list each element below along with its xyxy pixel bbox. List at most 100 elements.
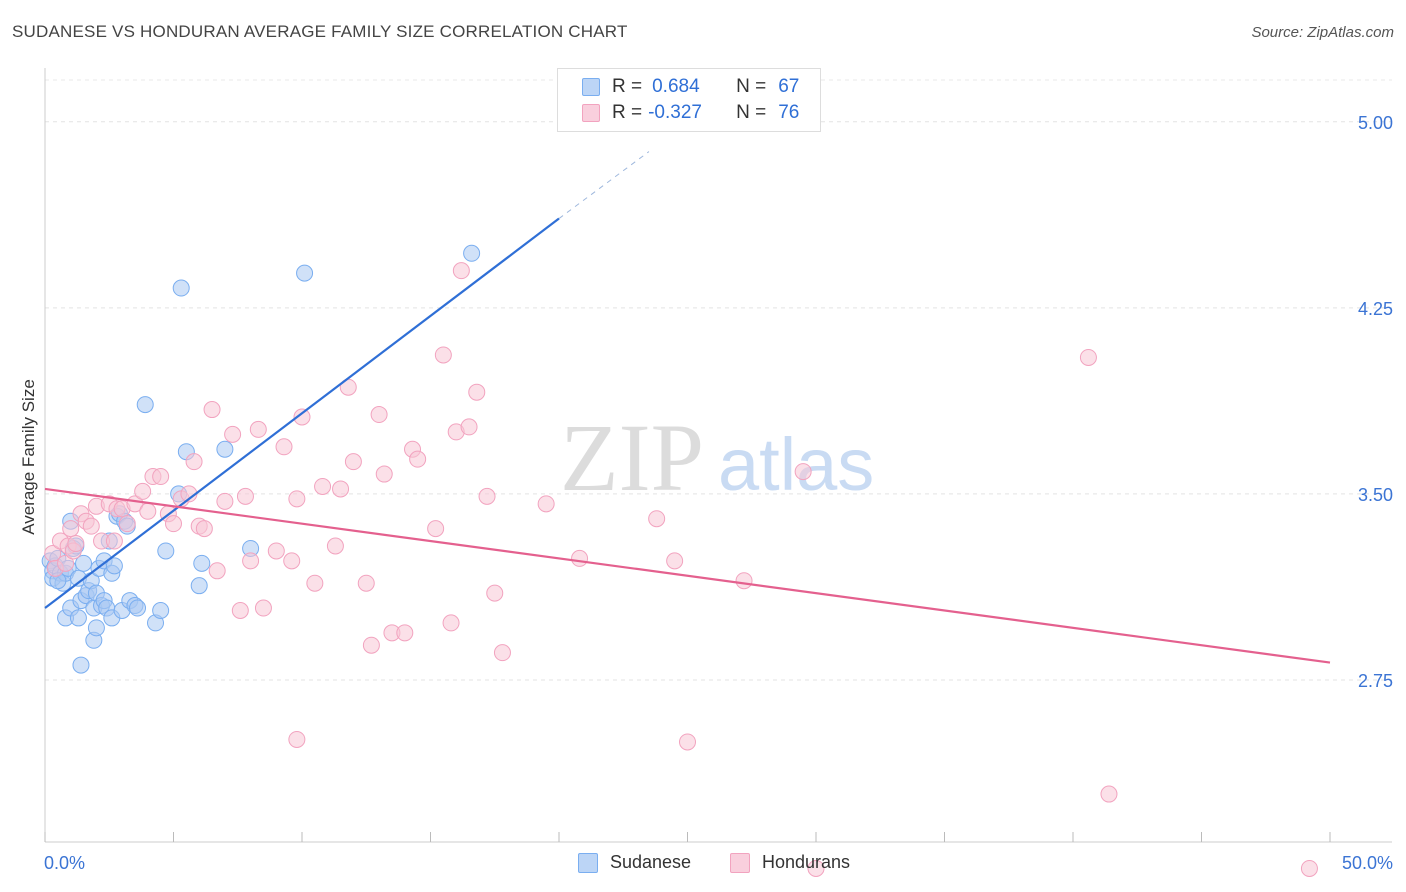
point-hondurans bbox=[185, 453, 203, 471]
point-hondurans bbox=[275, 438, 293, 456]
point-hondurans bbox=[1300, 859, 1318, 877]
point-hondurans bbox=[735, 572, 753, 590]
y-axis-title: Average Family Size bbox=[19, 379, 38, 535]
legend-r-value: 0.684 bbox=[652, 76, 700, 97]
bottom-legend-hondurans: Hondurans bbox=[730, 852, 850, 873]
point-hondurans bbox=[242, 552, 260, 570]
point-hondurans bbox=[344, 453, 362, 471]
watermark: ZIP atlas bbox=[560, 404, 874, 511]
point-hondurans bbox=[62, 520, 80, 538]
point-hondurans bbox=[254, 599, 272, 617]
point-hondurans bbox=[326, 537, 344, 555]
watermark-zip: ZIP bbox=[560, 404, 704, 511]
point-sudanese bbox=[87, 619, 105, 637]
y-tick-label: 5.00 bbox=[1358, 113, 1393, 133]
chart-title: SUDANESE VS HONDURAN AVERAGE FAMILY SIZE… bbox=[12, 22, 628, 41]
axes bbox=[44, 68, 1392, 843]
point-hondurans bbox=[537, 495, 555, 513]
point-hondurans bbox=[794, 463, 812, 481]
x-tick-label: 50.0% bbox=[1342, 853, 1393, 873]
point-hondurans bbox=[118, 515, 136, 533]
bottom-legend-label-sudanese: Sudanese bbox=[610, 852, 692, 872]
legend-r-value: -0.327 bbox=[648, 102, 702, 123]
point-hondurans bbox=[1079, 348, 1097, 366]
point-hondurans bbox=[370, 406, 388, 424]
legend-n-value: 67 bbox=[778, 76, 800, 97]
point-hondurans bbox=[357, 574, 375, 592]
point-hondurans bbox=[134, 482, 152, 500]
point-sudanese bbox=[136, 396, 154, 414]
point-sudanese bbox=[69, 609, 87, 627]
trend-lines bbox=[44, 151, 1331, 664]
point-hondurans bbox=[283, 552, 301, 570]
point-hondurans bbox=[332, 480, 350, 498]
point-hondurans bbox=[216, 492, 234, 510]
legend-swatch-hondurans bbox=[582, 104, 600, 122]
correlation-legend: R = 0.684 N = 67 R = -0.327 N = 76 bbox=[557, 68, 821, 132]
point-sudanese bbox=[463, 244, 481, 262]
point-hondurans bbox=[679, 733, 696, 751]
bottom-legend-swatch-hondurans bbox=[730, 852, 750, 873]
bottom-legend-label-hondurans: Hondurans bbox=[762, 852, 851, 872]
legend-n-label: N = bbox=[736, 102, 767, 123]
point-hondurans bbox=[493, 644, 511, 662]
point-hondurans bbox=[267, 542, 285, 560]
point-hondurans bbox=[139, 502, 157, 520]
point-hondurans bbox=[434, 346, 452, 364]
point-hondurans bbox=[486, 584, 504, 602]
legend-n-label: N = bbox=[736, 76, 767, 97]
point-sudanese bbox=[105, 557, 123, 575]
point-sudanese bbox=[157, 542, 175, 560]
point-hondurans bbox=[152, 468, 170, 486]
legend-r-label: R = bbox=[612, 102, 643, 123]
legend-n-value: 76 bbox=[778, 102, 800, 123]
point-hondurans bbox=[195, 520, 213, 538]
point-sudanese bbox=[72, 656, 90, 674]
trendline-sudanese bbox=[44, 217, 560, 609]
point-sudanese bbox=[129, 599, 147, 617]
point-hondurans bbox=[224, 425, 242, 443]
point-sudanese bbox=[193, 554, 211, 572]
data-points bbox=[41, 244, 1318, 877]
point-hondurans bbox=[57, 554, 75, 572]
point-sudanese bbox=[152, 601, 170, 619]
point-sudanese bbox=[216, 440, 234, 458]
point-hondurans bbox=[306, 574, 324, 592]
point-hondurans bbox=[105, 532, 123, 550]
point-hondurans bbox=[231, 601, 249, 619]
legend-row-hondurans: R = -0.327 N = 76 bbox=[582, 101, 799, 125]
point-hondurans bbox=[396, 624, 414, 642]
point-hondurans bbox=[249, 420, 267, 438]
point-hondurans bbox=[375, 465, 393, 483]
source-label: Source: ZipAtlas.com bbox=[1251, 24, 1394, 41]
point-hondurans bbox=[427, 520, 445, 538]
bottom-legend-sudanese: Sudanese bbox=[578, 852, 691, 873]
y-tick-label: 3.50 bbox=[1358, 485, 1393, 505]
point-hondurans bbox=[82, 517, 100, 535]
point-sudanese bbox=[75, 554, 93, 572]
point-hondurans bbox=[293, 408, 311, 426]
point-hondurans bbox=[236, 487, 254, 505]
axis-labels: 2.75 3.50 4.25 5.00 0.0% 50.0% Average Family … bbox=[19, 113, 1393, 873]
point-hondurans bbox=[460, 418, 478, 436]
point-sudanese bbox=[172, 279, 190, 297]
legend-r-label: R = bbox=[612, 76, 643, 97]
point-hondurans bbox=[468, 383, 486, 401]
y-tick-label: 4.25 bbox=[1358, 299, 1393, 319]
watermark-atlas: atlas bbox=[718, 423, 874, 506]
point-hondurans bbox=[1100, 785, 1118, 803]
trendline-hondurans bbox=[44, 487, 1331, 664]
point-hondurans bbox=[807, 859, 825, 877]
legend-swatch-sudanese bbox=[582, 78, 600, 96]
legend-row-sudanese: R = 0.684 N = 67 bbox=[582, 75, 799, 99]
point-hondurans bbox=[288, 730, 306, 748]
point-hondurans bbox=[362, 636, 380, 654]
point-hondurans bbox=[203, 401, 221, 419]
trendline-sudanese-extension bbox=[558, 151, 650, 219]
point-hondurans bbox=[208, 562, 226, 580]
point-hondurans bbox=[452, 262, 470, 280]
point-hondurans bbox=[409, 450, 427, 468]
point-hondurans bbox=[314, 477, 332, 495]
bottom-legend-swatch-sudanese bbox=[578, 852, 598, 873]
